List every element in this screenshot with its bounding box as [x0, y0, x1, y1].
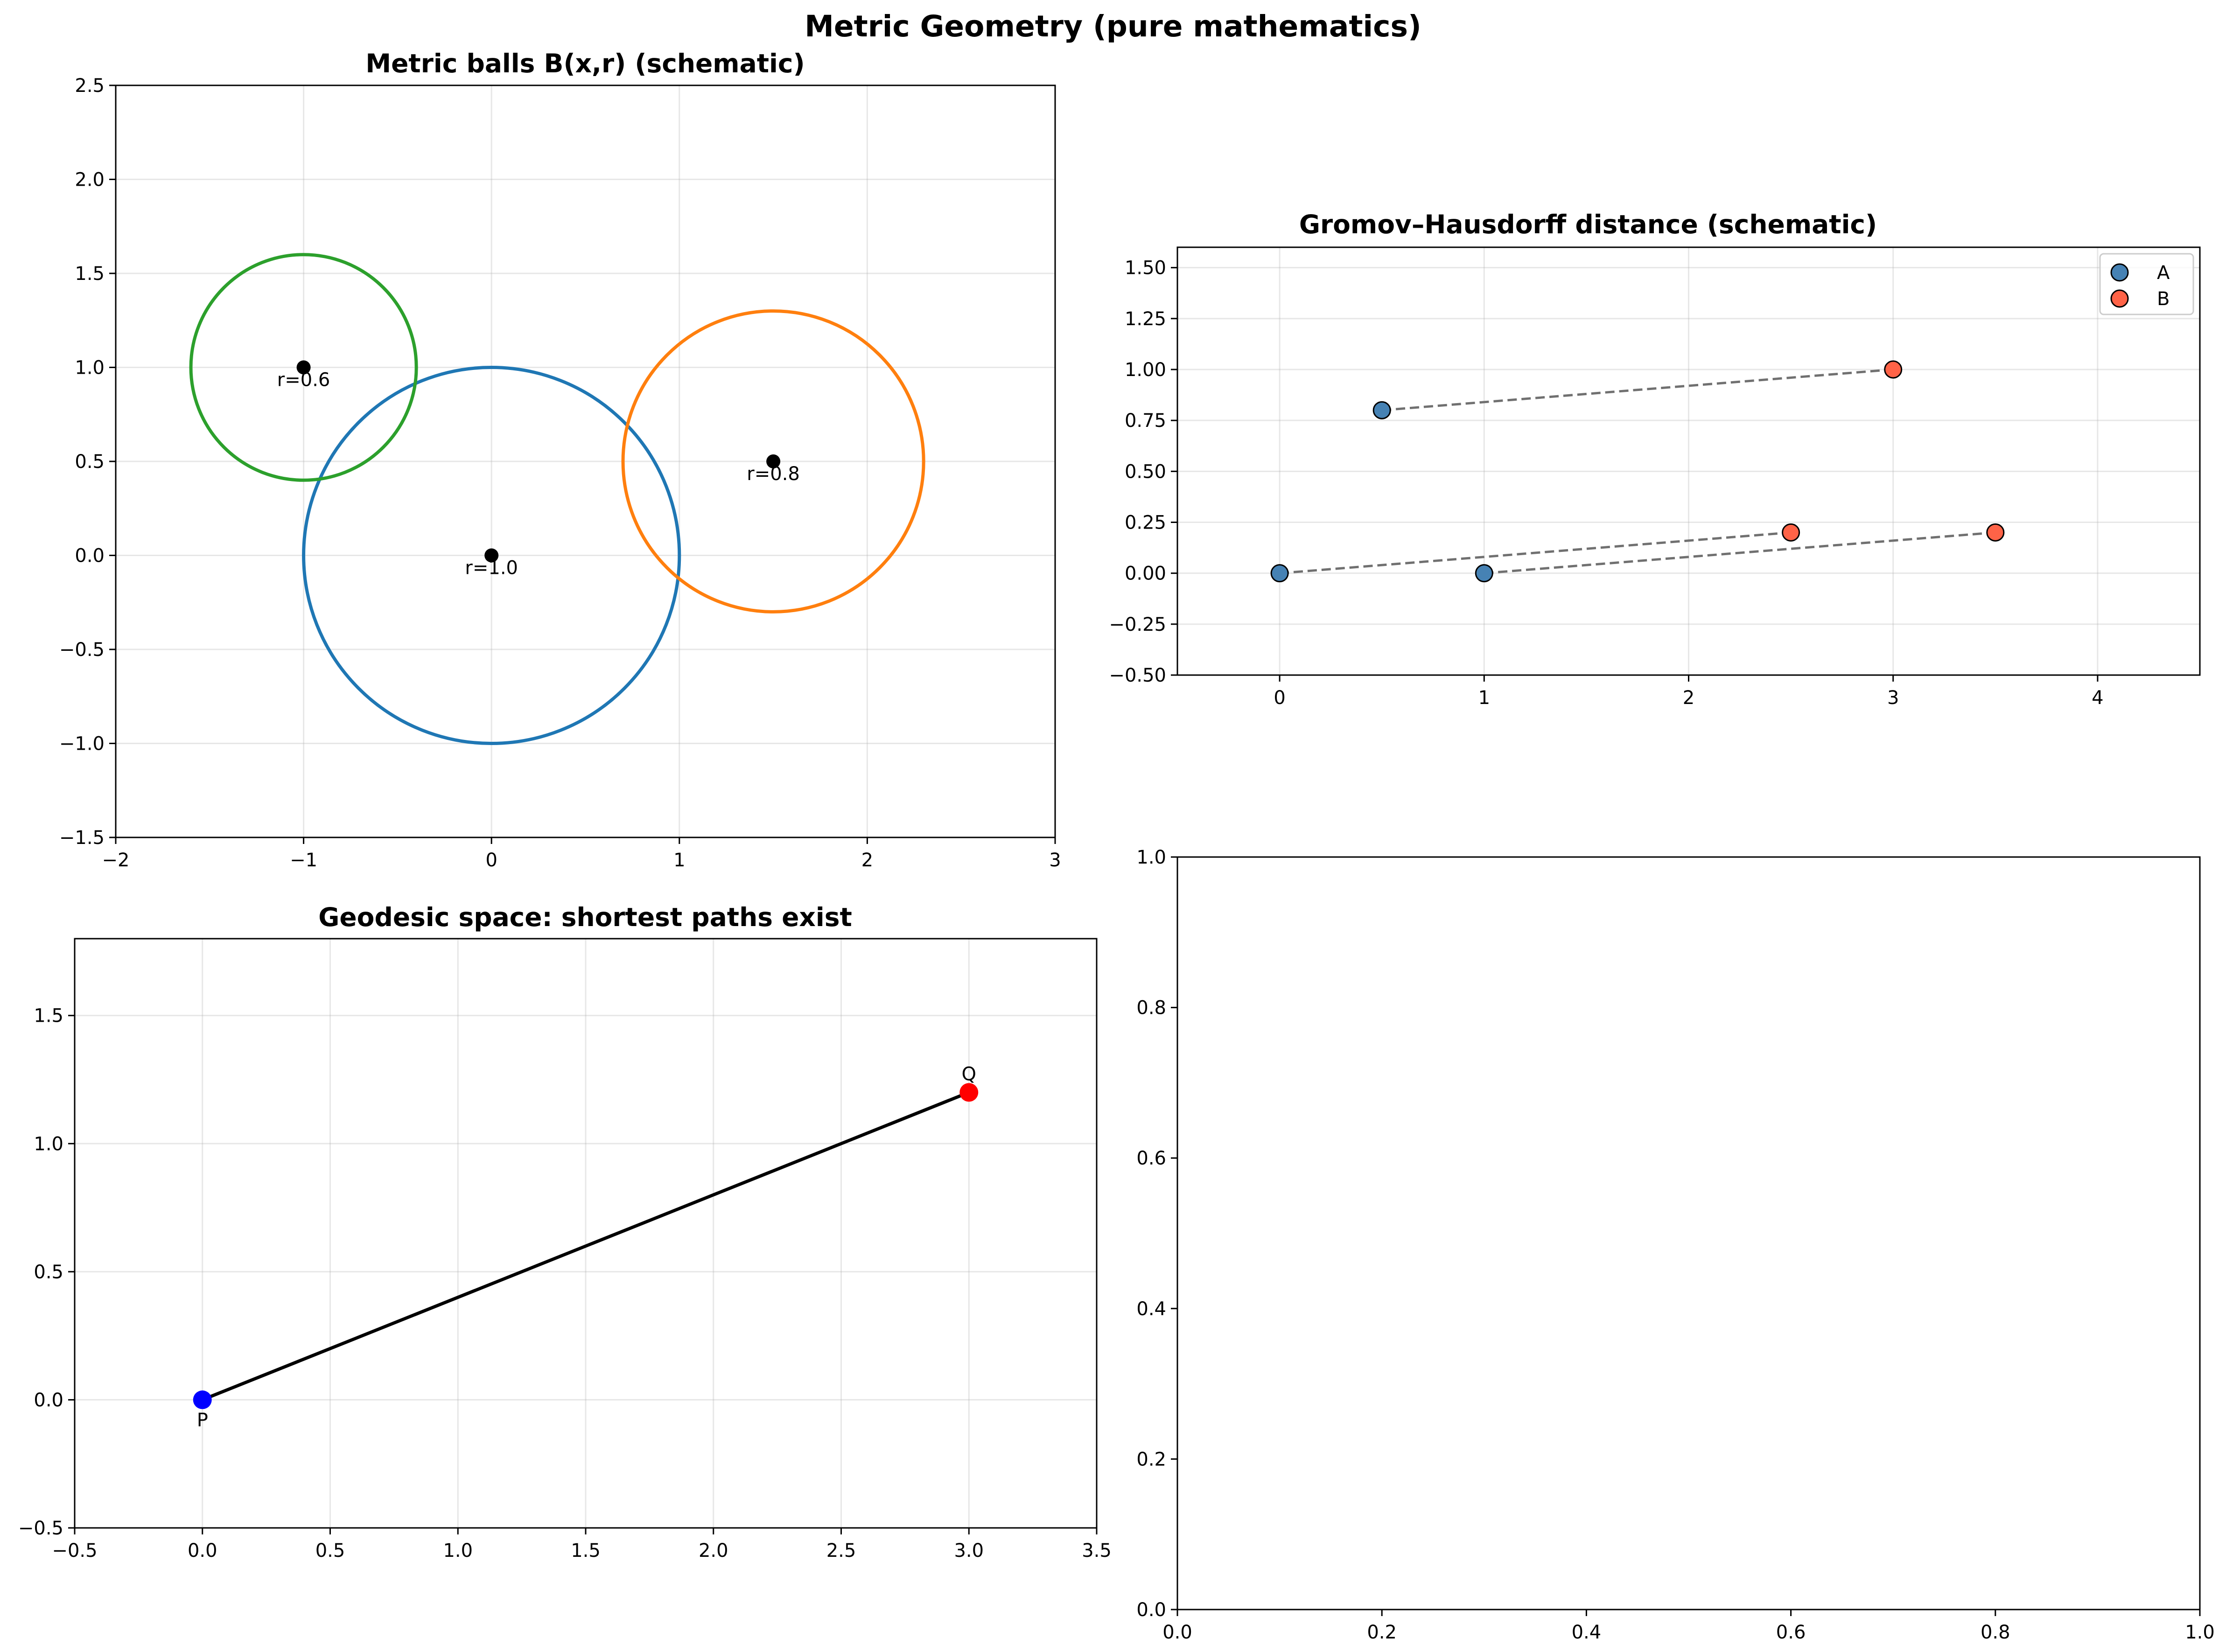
balls-y-tick-label: 2.0 — [75, 169, 105, 191]
geo-y-tick-label: 1.5 — [34, 1005, 63, 1027]
gh-y-tick-label: 1.50 — [1125, 258, 1166, 279]
balls-y-tick-label: 0.5 — [75, 451, 105, 473]
gh-y-tick-label: 1.00 — [1125, 359, 1166, 381]
balls-y-tick-label: 1.0 — [75, 357, 105, 379]
balls-x-tick-label: 0 — [485, 850, 497, 871]
empty-x-tick-label: 0.6 — [1776, 1622, 1806, 1643]
geo-x-tick-label: 1.0 — [443, 1540, 473, 1561]
gh-x-tick-label: 4 — [2092, 687, 2103, 709]
geo-x-tick-label: 2.0 — [699, 1540, 728, 1561]
balls-x-tick-label: 1 — [673, 850, 685, 871]
geodesic-point-label-q: Q — [962, 1063, 976, 1085]
empty-y-tick-label: 0.4 — [1136, 1298, 1166, 1320]
gh-x-tick-label: 2 — [1683, 687, 1694, 709]
empty-y-tick-label: 1.0 — [1136, 847, 1166, 868]
empty-plot-frame — [1176, 856, 2201, 1610]
point-a — [1270, 564, 1289, 583]
balls-x-tick-label: 3 — [1049, 850, 1061, 871]
gh-y-tick-label: 0.00 — [1125, 563, 1166, 585]
geo-x-tick-label: 1.5 — [571, 1540, 601, 1561]
gromov-hausdorff-title: Gromov–Hausdorff distance (schematic) — [1299, 209, 1877, 239]
legend: AB — [2099, 253, 2194, 315]
ball-radius-label: r=1.0 — [465, 558, 518, 579]
geodesic-point-label-p: P — [197, 1409, 208, 1431]
geo-x-tick-label: 0.0 — [188, 1540, 217, 1561]
empty-x-tick-label: 1.0 — [2185, 1622, 2215, 1643]
gh-y-tick-label: 0.75 — [1125, 410, 1166, 432]
balls-x-tick-label: −2 — [102, 850, 130, 871]
gh-y-tick-label: −0.25 — [1109, 614, 1166, 635]
legend-marker-b — [2110, 289, 2129, 308]
balls-y-tick-label: −1.5 — [59, 827, 105, 849]
metric-ball-circle — [621, 309, 925, 613]
geodesic-panel: Geodesic space: shortest paths exist P Q −… — [18, 902, 1112, 1561]
point-b — [1986, 523, 2005, 542]
legend-label-b: B — [2157, 288, 2170, 310]
empty-x-tick-label: 0.8 — [1981, 1622, 2010, 1643]
legend-label-a: A — [2157, 262, 2170, 284]
geodesic-title: Geodesic space: shortest paths exist — [318, 902, 852, 932]
geo-y-tick-label: 0.0 — [34, 1389, 63, 1411]
legend-marker-a — [2110, 263, 2129, 282]
geo-x-tick-label: 0.5 — [315, 1540, 345, 1561]
gh-y-tick-label: 1.25 — [1125, 308, 1166, 330]
geodesic-point-p — [193, 1390, 212, 1409]
geo-x-tick-label: −0.5 — [52, 1540, 97, 1561]
empty-x-tick-label: 0.4 — [1572, 1622, 1602, 1643]
metric-balls-panel: Metric balls B(x,r) (schematic) r=1.0 r=0… — [59, 49, 1061, 871]
empty-y-tick-label: 0.8 — [1136, 997, 1166, 1019]
empty-y-tick-label: 0.6 — [1136, 1148, 1166, 1169]
balls-y-tick-label: −1.0 — [59, 733, 105, 755]
balls-y-tick-label: 1.5 — [75, 263, 105, 285]
gh-y-tick-label: 0.25 — [1125, 512, 1166, 534]
geo-x-tick-label: 3.5 — [1082, 1540, 1112, 1561]
gh-x-tick-label: 0 — [1274, 687, 1285, 709]
correspondence-connector — [1382, 368, 1893, 411]
metric-ball-circle — [302, 366, 681, 745]
metric-ball-circle — [189, 253, 418, 482]
balls-x-tick-label: −1 — [290, 850, 317, 871]
ball-center-point — [296, 360, 311, 375]
balls-y-tick-label: 2.5 — [75, 75, 105, 97]
point-a — [1475, 564, 1493, 583]
gh-y-tick-label: −0.50 — [1109, 665, 1166, 686]
gromov-hausdorff-panel: Gromov–Hausdorff distance (schematic) 0 1… — [1109, 209, 2201, 709]
balls-x-tick-label: 2 — [861, 850, 873, 871]
empty-x-tick-label: 0.0 — [1162, 1622, 1192, 1643]
gh-y-tick-label: 0.50 — [1125, 461, 1166, 482]
point-a — [1372, 401, 1391, 419]
balls-y-tick-label: −0.5 — [59, 639, 105, 661]
point-b — [1782, 523, 1800, 542]
ball-center-point — [484, 548, 499, 563]
correspondence-connector — [1484, 531, 1995, 575]
ball-radius-label: r=0.8 — [747, 463, 800, 485]
correspondence-connector — [1279, 531, 1791, 575]
geo-y-tick-label: 1.0 — [34, 1133, 63, 1155]
metric-balls-title: Metric balls B(x,r) (schematic) — [365, 49, 805, 78]
empty-x-tick-label: 0.2 — [1367, 1622, 1397, 1643]
geo-x-tick-label: 2.5 — [826, 1540, 856, 1561]
geo-x-tick-label: 3.0 — [954, 1540, 984, 1561]
empty-panel: 0.0 0.2 0.4 0.6 0.8 1.0 0.0 0.2 0.4 0.6 0.8 1.0 — [1136, 847, 2214, 1643]
balls-y-tick-label: 0.0 — [75, 545, 105, 567]
empty-y-tick-label: 0.0 — [1136, 1599, 1166, 1621]
ball-center-point — [766, 454, 781, 468]
ball-radius-label: r=0.6 — [277, 369, 330, 391]
gh-x-tick-label: 3 — [1887, 687, 1899, 709]
empty-y-tick-label: 0.2 — [1136, 1449, 1166, 1470]
gh-x-tick-label: 1 — [1478, 687, 1490, 709]
geo-y-tick-label: 0.5 — [34, 1262, 63, 1283]
point-b — [1884, 360, 1903, 379]
geodesic-point-q — [959, 1083, 979, 1102]
geodesic-path-line — [202, 1091, 970, 1401]
figure-suptitle: Metric Geometry (pure mathematics) — [805, 9, 1421, 43]
geo-y-tick-label: −0.5 — [18, 1518, 63, 1539]
